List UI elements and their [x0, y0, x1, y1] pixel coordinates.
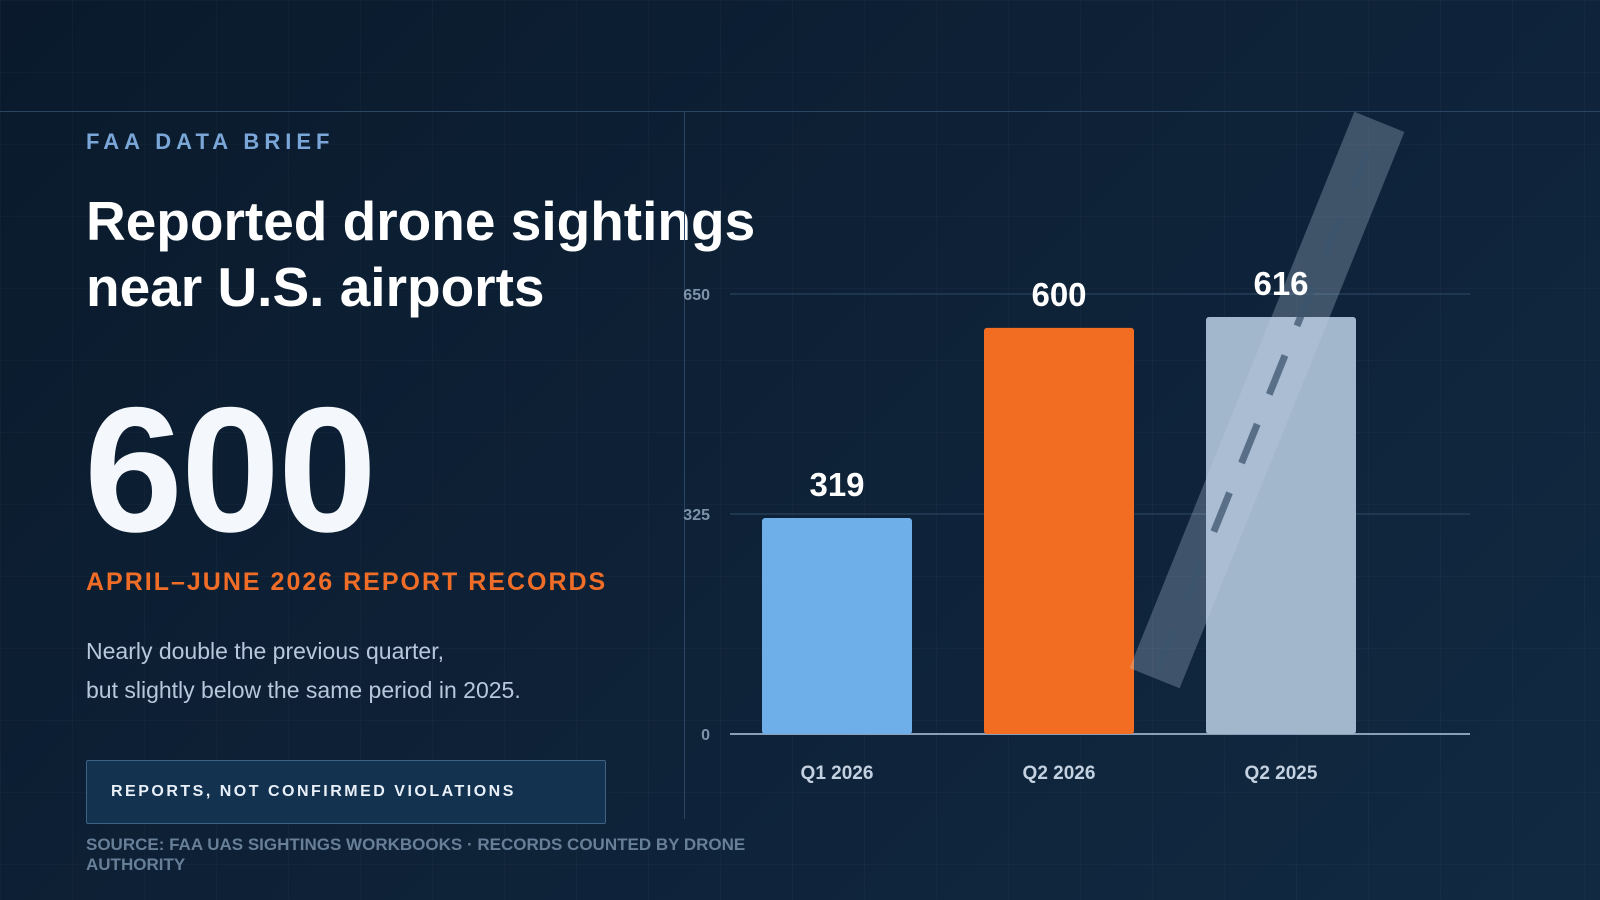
runway-strip	[1129, 111, 1405, 689]
headline-number: 600	[84, 370, 377, 569]
disclaimer-label: REPORTS, NOT CONFIRMED VIOLATIONS	[111, 783, 516, 800]
bars	[762, 317, 1356, 734]
top-rule	[0, 111, 1600, 112]
x-category-label: Q2 2025	[1245, 763, 1318, 784]
y-tick-label: 325	[683, 507, 710, 524]
kicker-label: FAA DATA BRIEF	[86, 129, 335, 154]
bar-q2-2026	[984, 327, 1134, 734]
bar-value-label: 600	[1031, 276, 1086, 313]
runway-dash	[1266, 354, 1289, 396]
disclaimer-badge: REPORTS, NOT CONFIRMED VIOLATIONS	[86, 760, 606, 824]
headline-caption: APRIL–JUNE 2026 REPORT RECORDS	[86, 568, 608, 596]
bar-q1-2026	[762, 518, 912, 734]
runway-dash	[1349, 148, 1372, 190]
source-note: SOURCE: FAA UAS SIGHTINGS WORKBOOKS · RE…	[86, 835, 746, 874]
x-category-label: Q2 2026	[1023, 763, 1096, 784]
runway-dash	[1321, 216, 1344, 259]
runway-dash	[1293, 285, 1316, 328]
runway-dash	[1210, 491, 1233, 533]
runway-icon	[1129, 111, 1405, 689]
y-tick-label: 0	[701, 727, 710, 744]
title-line-2: near U.S. airports	[86, 256, 545, 318]
runway-surface	[1129, 111, 1405, 689]
runway-dash	[1182, 560, 1206, 602]
title-line-1: Reported drone sightings	[86, 190, 756, 252]
panel-divider	[684, 111, 685, 819]
runway-dash	[1238, 422, 1261, 465]
runway-dash	[1155, 628, 1178, 671]
summary-line-2: but slightly below the same period in 20…	[86, 677, 521, 703]
bar-value-label: 616	[1253, 265, 1308, 302]
labels: 0 325 650 319 Q1 2026 600 Q2 2026 616 Q2 2025	[683, 265, 1318, 784]
page-title: Reported drone sightings near U.S. airpo…	[86, 188, 806, 320]
bar-value-label: 319	[809, 466, 864, 503]
x-category-label: Q1 2026	[801, 763, 874, 784]
summary-line-1: Nearly double the previous quarter,	[86, 638, 444, 664]
bar-q2-2025	[1206, 317, 1356, 734]
summary-text: Nearly double the previous quarter, but …	[86, 632, 726, 710]
y-tick-label: 650	[683, 287, 710, 304]
